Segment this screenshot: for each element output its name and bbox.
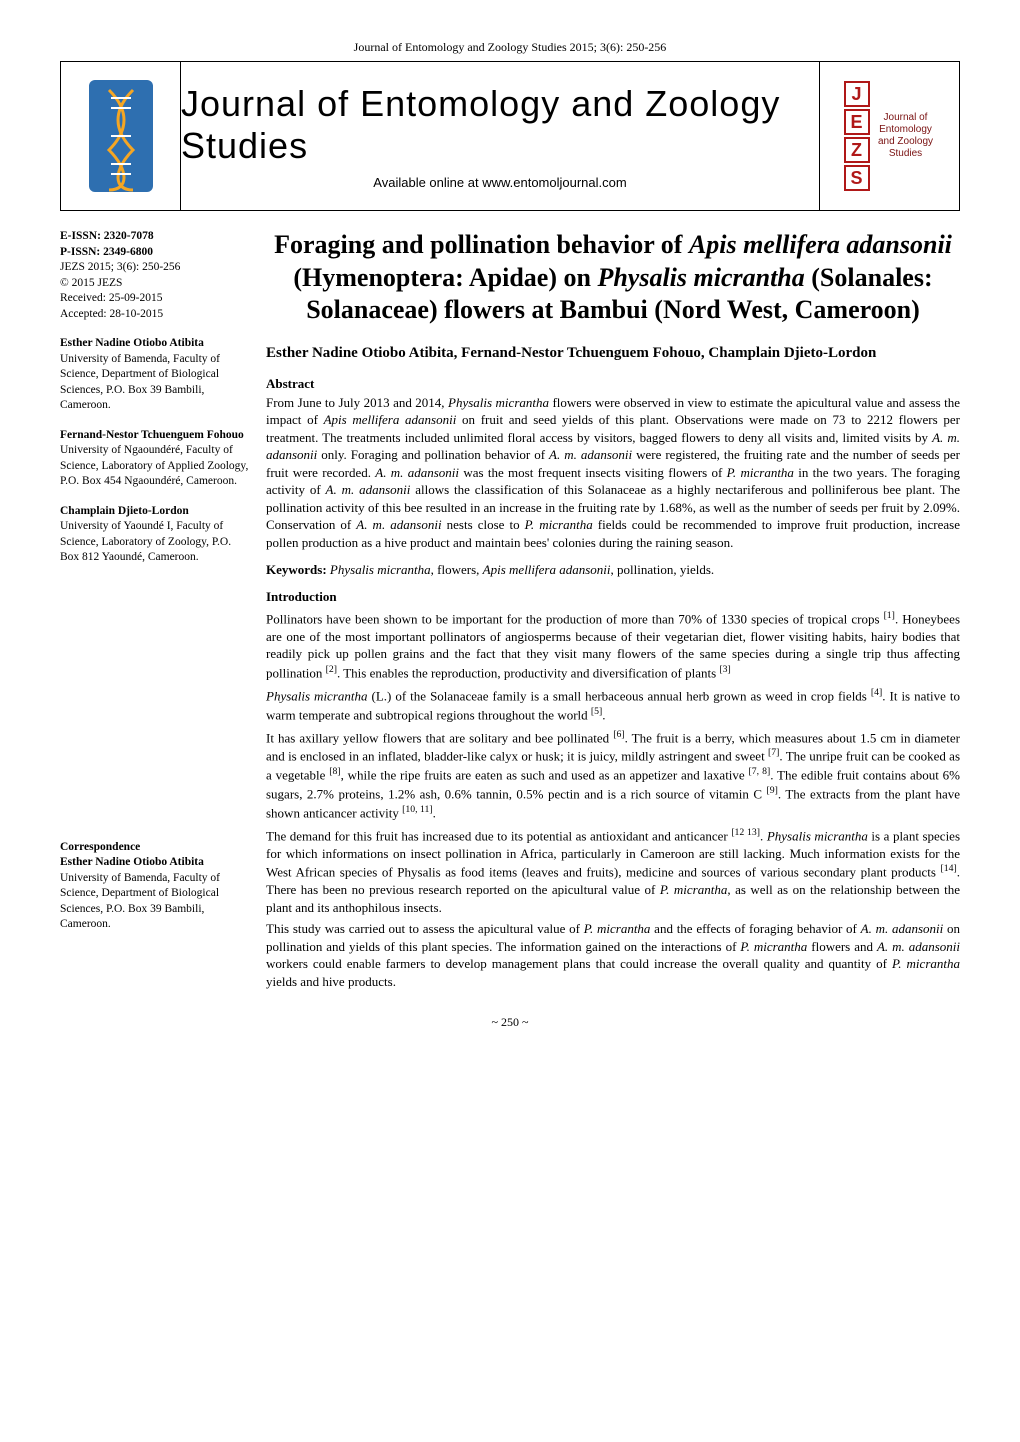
correspondence-name: Esther Nadine Otiobo Atibita (60, 855, 250, 871)
badge-letter: Z (844, 137, 870, 163)
keywords-text: Physalis micrantha, flowers, Apis mellif… (330, 562, 714, 577)
journal-title: Journal of Entomology and Zoology Studie… (181, 83, 819, 167)
issn-block: E-ISSN: 2320-7078 P-ISSN: 2349-6800 JEZS… (60, 229, 250, 322)
keywords-label: Keywords: (266, 562, 327, 577)
badge-caption: Journal of Entomology and Zoology Studie… (876, 112, 936, 160)
citation-line: JEZS 2015; 3(6): 250-256 (60, 260, 250, 276)
correspondence-block: Correspondence Esther Nadine Otiobo Atib… (60, 840, 250, 933)
intro-paragraph: It has axillary yellow flowers that are … (266, 728, 960, 822)
author-affiliation: University of Ngaoundéré, Faculty of Sci… (60, 443, 250, 490)
running-header: Journal of Entomology and Zoology Studie… (60, 40, 960, 55)
accepted-date: Accepted: 28-10-2015 (60, 307, 250, 323)
sidebar-spacer (60, 580, 250, 840)
masthead-right: J E Z S Journal of Entomology and Zoolog… (819, 62, 959, 210)
left-sidebar: E-ISSN: 2320-7078 P-ISSN: 2349-6800 JEZS… (60, 229, 250, 995)
author-name: Fernand-Nestor Tchuenguem Fohouo (60, 428, 250, 444)
journal-url: Available online at www.entomoljournal.c… (373, 175, 626, 190)
author-block: Champlain Djieto-Lordon University of Ya… (60, 504, 250, 566)
badge-letter: J (844, 81, 870, 107)
keywords-line: Keywords: Physalis micrantha, flowers, A… (266, 561, 960, 579)
correspondence-label: Correspondence (60, 840, 250, 856)
badge-letter: E (844, 109, 870, 135)
dna-logo-icon (81, 76, 161, 196)
p-issn: P-ISSN: 2349-6800 (60, 245, 250, 261)
intro-paragraph: The demand for this fruit has increased … (266, 826, 960, 916)
journal-logo-left (61, 62, 181, 210)
main-column: Foraging and pollination behavior of Api… (266, 229, 960, 995)
introduction-body: Pollinators have been shown to be import… (266, 609, 960, 991)
intro-paragraph: This study was carried out to assess the… (266, 920, 960, 990)
correspondence-affiliation: University of Bamenda, Faculty of Scienc… (60, 871, 250, 933)
author-block: Esther Nadine Otiobo Atibita University … (60, 336, 250, 414)
badge-letter: S (844, 165, 870, 191)
page-number: ~ 250 ~ (60, 1015, 960, 1030)
abstract-text: From June to July 2013 and 2014, Physali… (266, 394, 960, 552)
received-date: Received: 25-09-2015 (60, 291, 250, 307)
paper-title: Foraging and pollination behavior of Api… (266, 229, 960, 327)
masthead: Journal of Entomology and Zoology Studie… (60, 61, 960, 211)
jezs-badge: J E Z S (844, 81, 870, 191)
author-affiliation: University of Yaoundé I, Faculty of Scie… (60, 519, 250, 566)
authors-line: Esther Nadine Otiobo Atibita, Fernand-Ne… (266, 345, 960, 362)
intro-paragraph: Pollinators have been shown to be import… (266, 609, 960, 682)
author-name: Esther Nadine Otiobo Atibita (60, 336, 250, 352)
author-affiliation: University of Bamenda, Faculty of Scienc… (60, 352, 250, 414)
e-issn: E-ISSN: 2320-7078 (60, 229, 250, 245)
intro-paragraph: Physalis micrantha (L.) of the Solanacea… (266, 686, 960, 724)
abstract-heading: Abstract (266, 376, 960, 392)
introduction-heading: Introduction (266, 589, 960, 605)
copyright-line: © 2015 JEZS (60, 276, 250, 292)
author-name: Champlain Djieto-Lordon (60, 504, 250, 520)
author-block: Fernand-Nestor Tchuenguem Fohouo Univers… (60, 428, 250, 490)
masthead-center: Journal of Entomology and Zoology Studie… (181, 62, 819, 210)
